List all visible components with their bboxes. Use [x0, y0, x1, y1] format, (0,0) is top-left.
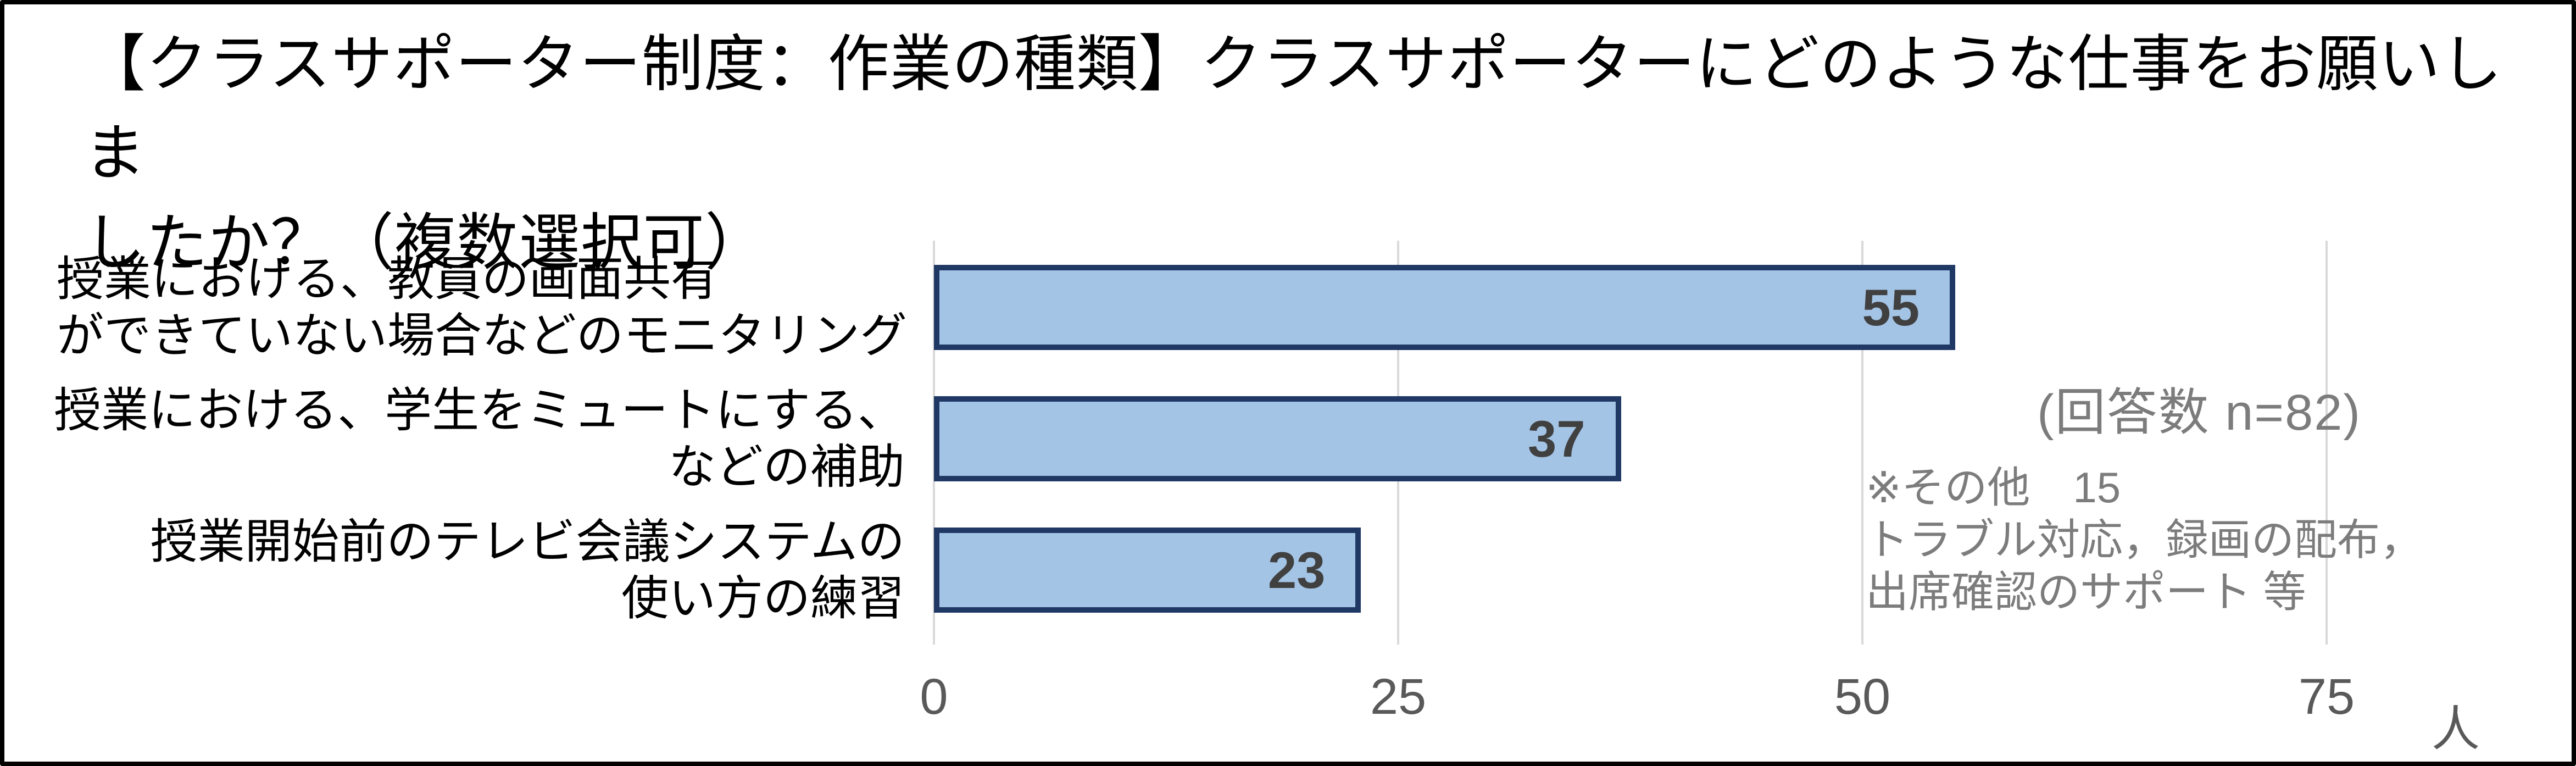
x-axis-tick-50: 50: [1834, 669, 1891, 725]
category-label-practice: 授業開始前のテレビ会議システムの 使い方の練習: [150, 515, 905, 625]
x-axis-tick-0: 0: [920, 669, 948, 725]
x-axis-tick-75: 75: [2298, 669, 2355, 725]
x-axis-tick-25: 25: [1370, 669, 1427, 725]
gridline-x-75: [2325, 241, 2328, 645]
bar-value-label: 55: [1862, 278, 1920, 336]
bar-mute-assist: 37: [934, 396, 1621, 481]
plot-area: 授業における、教員の画面共有 ができていない場合などのモニタリング 授業における…: [4, 4, 2572, 762]
other-note-line-3: 出席確認のサポート 等: [1866, 568, 2306, 617]
bar-monitoring: 55: [934, 265, 1955, 350]
chart-title-line-2: したか？（複数選択可）: [84, 208, 767, 277]
chart-title: 【クラスサポーター制度：作業の種類】クラスサポーターにどのような仕事をお願いしま…: [84, 20, 2512, 287]
category-label-monitoring: 授業における、教員の画面共有 ができていない場合などのモニタリング: [57, 252, 907, 362]
category-label-mute-assist: 授業における、学生をミュートにする、 などの補助: [54, 384, 905, 493]
gridline-x-50: [1861, 241, 1863, 645]
other-note-line-1: ※その他 15: [1866, 463, 2121, 512]
x-axis-unit-label: 人: [2432, 702, 2480, 756]
bar-value-label: 23: [1267, 541, 1326, 599]
other-note-line-2: トラブル対応，録画の配布，: [1866, 515, 2423, 564]
bar-value-label: 37: [1528, 409, 1585, 468]
response-count-annotation: (回答数 n=82): [2037, 385, 2362, 441]
other-responses-annotation: ※その他 15 トラブル対応，録画の配布， 出席確認のサポート 等: [1866, 462, 2423, 618]
bar-practice: 23: [934, 528, 1361, 613]
chart-title-line-1: 【クラスサポーター制度：作業の種類】クラスサポーターにどのような仕事をお願いしま: [84, 30, 2503, 188]
